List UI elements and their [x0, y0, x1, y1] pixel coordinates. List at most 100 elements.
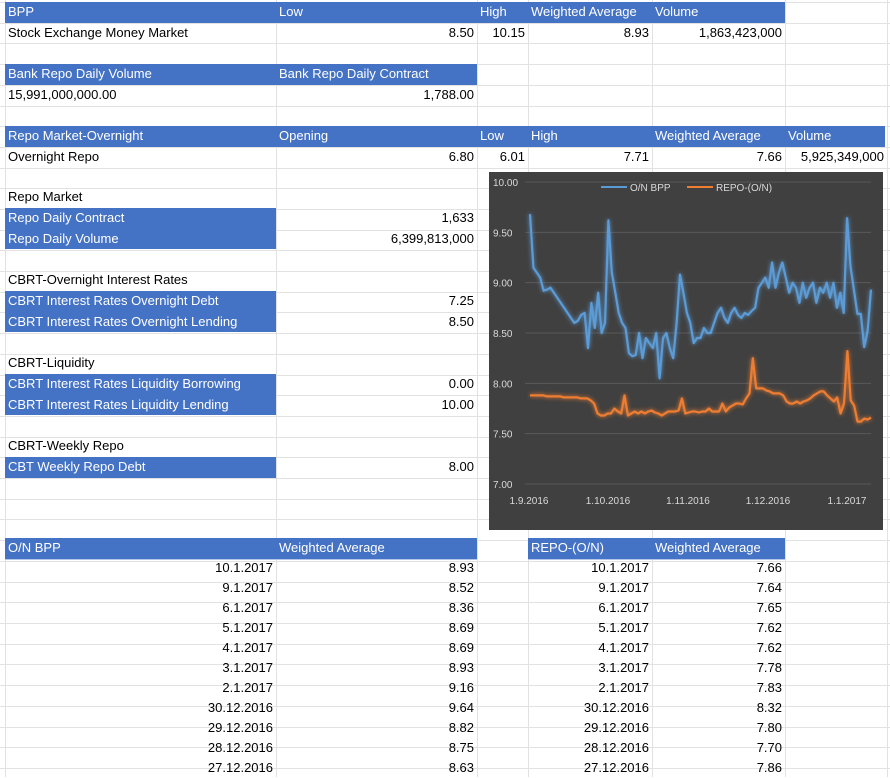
repo-on-date[interactable]: 10.1.2017: [591, 560, 649, 575]
repo-overnight-row-low[interactable]: 6.01: [499, 149, 525, 164]
rates-line-chart[interactable]: 10.00 9.50 9.00 8.50 8.00 7.50 7.00 1.9.2016 1.…: [489, 172, 883, 530]
repo-overnight-header-low[interactable]: Low: [480, 128, 504, 143]
on-bpp-value[interactable]: 8.36: [448, 600, 474, 615]
repo-on-date[interactable]: 28.12.2016: [583, 740, 649, 755]
bpp-row-label[interactable]: Stock Exchange Money Market: [8, 25, 188, 40]
on-bpp-date[interactable]: 28.12.2016: [207, 740, 273, 755]
on-bpp-date[interactable]: 4.1.2017: [222, 640, 273, 655]
repo-on-value[interactable]: 7.64: [756, 580, 782, 595]
on-bpp-value[interactable]: 9.64: [448, 700, 474, 715]
repo-on-value[interactable]: 7.65: [756, 600, 782, 615]
repo-on-date[interactable]: 5.1.2017: [598, 620, 649, 635]
bpp-header-label[interactable]: BPP: [8, 4, 35, 19]
on-bpp-table-header-label[interactable]: O/N BPP: [8, 540, 61, 555]
cbrt-overnight-debt-label[interactable]: CBRT Interest Rates Overnight Debt: [8, 293, 219, 308]
repo-on-value[interactable]: 7.86: [756, 760, 782, 775]
series-on-bpp-line[interactable]: [528, 214, 873, 380]
repo-on-date[interactable]: 29.12.2016: [583, 720, 649, 735]
on-bpp-date[interactable]: 29.12.2016: [207, 720, 273, 735]
repo-overnight-header-opening[interactable]: Opening: [279, 128, 329, 143]
repo-daily-volume-label[interactable]: Repo Daily Volume: [8, 231, 119, 246]
on-bpp-table-header-weighted-average[interactable]: Weighted Average: [279, 540, 385, 555]
repo-overnight-header-weighted-average[interactable]: Weighted Average: [655, 128, 761, 143]
cbrt-overnight-lending-label[interactable]: CBRT Interest Rates Overnight Lending: [8, 314, 238, 329]
bpp-header-weighted-average[interactable]: Weighted Average: [531, 4, 637, 19]
on-bpp-value[interactable]: 8.69: [448, 620, 474, 635]
on-bpp-value[interactable]: 8.63: [448, 760, 474, 775]
repo-overnight-header-label[interactable]: Repo Market-Overnight: [8, 128, 144, 143]
cbrt-overnight-debt-value[interactable]: 7.25: [448, 293, 474, 308]
on-bpp-date[interactable]: 3.1.2017: [222, 660, 273, 675]
repo-overnight-header-high[interactable]: High: [531, 128, 558, 143]
repo-overnight-row-weighted-average[interactable]: 7.66: [756, 149, 782, 164]
repo-on-value[interactable]: 8.32: [756, 700, 782, 715]
on-bpp-value[interactable]: 8.93: [448, 560, 474, 575]
repo-on-value[interactable]: 7.66: [756, 560, 782, 575]
repo-on-value[interactable]: 7.70: [756, 740, 782, 755]
on-bpp-value[interactable]: 8.52: [448, 580, 474, 595]
on-bpp-date[interactable]: 5.1.2017: [222, 620, 273, 635]
repo-on-value[interactable]: 7.80: [756, 720, 782, 735]
repo-on-value[interactable]: 7.62: [756, 640, 782, 655]
cbt-weekly-repo-debt-label[interactable]: CBT Weekly Repo Debt: [8, 459, 146, 474]
bank-repo-header-volume[interactable]: Bank Repo Daily Volume: [8, 66, 152, 81]
bank-repo-header-contract[interactable]: Bank Repo Daily Contract: [279, 66, 429, 81]
repo-on-date[interactable]: 27.12.2016: [583, 760, 649, 775]
on-bpp-value[interactable]: 8.93: [448, 660, 474, 675]
cbrt-liquidity-title[interactable]: CBRT-Liquidity: [8, 355, 95, 370]
repo-on-table-header-label[interactable]: REPO-(O/N): [531, 540, 604, 555]
cbrt-liquidity-borrowing-value[interactable]: 0.00: [448, 376, 474, 391]
repo-market-title[interactable]: Repo Market: [8, 189, 83, 204]
grid-row-line: [0, 623, 890, 624]
repo-overnight-row-label[interactable]: Overnight Repo: [8, 149, 100, 164]
repo-on-date[interactable]: 4.1.2017: [598, 640, 649, 655]
repo-overnight-row-opening[interactable]: 6.80: [448, 149, 474, 164]
repo-daily-volume-value[interactable]: 6,399,813,000: [390, 231, 474, 246]
bpp-row-volume[interactable]: 1,863,423,000: [698, 25, 782, 40]
on-bpp-date[interactable]: 27.12.2016: [207, 760, 273, 775]
on-bpp-date[interactable]: 2.1.2017: [222, 680, 273, 695]
repo-overnight-header-volume[interactable]: Volume: [788, 128, 832, 143]
bpp-row-low[interactable]: 8.50: [448, 25, 474, 40]
cbrt-liquidity-lending-label[interactable]: CBRT Interest Rates Liquidity Lending: [8, 397, 229, 412]
on-bpp-date[interactable]: 6.1.2017: [222, 600, 273, 615]
repo-on-date[interactable]: 6.1.2017: [598, 600, 649, 615]
cbt-weekly-repo-debt-value[interactable]: 8.00: [448, 459, 474, 474]
on-bpp-table-header-band: [5, 538, 477, 559]
chart-x-tick-label: 1.12.2016: [746, 496, 791, 507]
on-bpp-date[interactable]: 30.12.2016: [207, 700, 273, 715]
cbrt-liquidity-lending-value[interactable]: 10.00: [441, 397, 474, 412]
bpp-header-high[interactable]: High: [480, 4, 507, 19]
repo-on-date[interactable]: 3.1.2017: [598, 660, 649, 675]
bpp-row-weighted-average[interactable]: 8.93: [623, 25, 649, 40]
repo-on-date[interactable]: 30.12.2016: [583, 700, 649, 715]
cbrt-overnight-title[interactable]: CBRT-Overnight Interest Rates: [8, 272, 188, 287]
bpp-header-low[interactable]: Low: [279, 4, 303, 19]
repo-daily-contract-value[interactable]: 1,633: [441, 210, 474, 225]
on-bpp-value[interactable]: 9.16: [448, 680, 474, 695]
on-bpp-value[interactable]: 8.82: [448, 720, 474, 735]
repo-on-value[interactable]: 7.83: [756, 680, 782, 695]
repo-on-date[interactable]: 2.1.2017: [598, 680, 649, 695]
on-bpp-value[interactable]: 8.69: [448, 640, 474, 655]
on-bpp-date[interactable]: 9.1.2017: [222, 580, 273, 595]
repo-on-table-header-weighted-average[interactable]: Weighted Average: [655, 540, 761, 555]
repo-overnight-row-volume[interactable]: 5,925,349,000: [800, 149, 884, 164]
series-repo-on-line[interactable]: [530, 350, 872, 423]
repo-on-date[interactable]: 9.1.2017: [598, 580, 649, 595]
on-bpp-date[interactable]: 10.1.2017: [215, 560, 273, 575]
cbrt-liquidity-borrowing-label[interactable]: CBRT Interest Rates Liquidity Borrowing: [8, 376, 241, 391]
repo-on-value[interactable]: 7.62: [756, 620, 782, 635]
bank-repo-contract-value[interactable]: 1,788.00: [423, 87, 474, 102]
bank-repo-volume-value[interactable]: 15,991,000,000.00: [8, 87, 117, 102]
bpp-header-volume[interactable]: Volume: [655, 4, 699, 19]
grid-row-line: [0, 271, 890, 272]
bpp-row-high[interactable]: 10.15: [492, 25, 525, 40]
cbrt-overnight-lending-value[interactable]: 8.50: [448, 314, 474, 329]
repo-overnight-row-high[interactable]: 7.71: [623, 149, 649, 164]
on-bpp-value[interactable]: 8.75: [448, 740, 474, 755]
repo-on-value[interactable]: 7.78: [756, 660, 782, 675]
repo-daily-contract-label[interactable]: Repo Daily Contract: [8, 210, 125, 225]
cbrt-weekly-title[interactable]: CBRT-Weekly Repo: [8, 438, 124, 453]
